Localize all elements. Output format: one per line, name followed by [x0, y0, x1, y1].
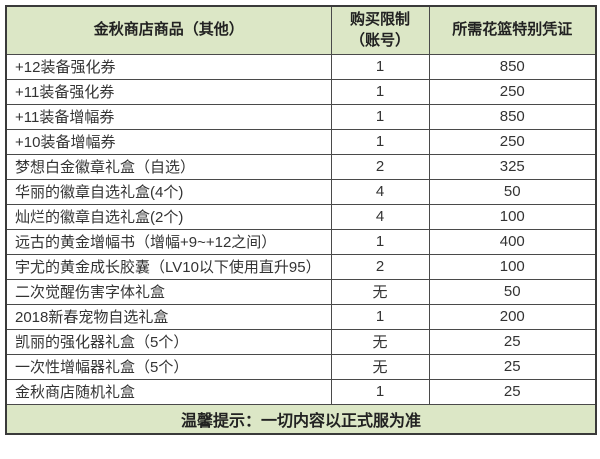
purchase-limit-cell: 1 [330, 303, 430, 330]
item-name-cell: 灿烂的徽章自选礼盒(2个) [5, 203, 332, 230]
table-body: +12装备强化券 1 850 +11装备强化券 1 250 +11装备增幅券 1… [5, 53, 597, 405]
cost-cell: 200 [428, 303, 597, 330]
item-name-cell: +11装备增幅券 [5, 103, 332, 130]
purchase-limit-cell: 4 [330, 203, 430, 230]
purchase-limit-cell: 1 [330, 128, 430, 155]
purchase-limit-cell: 无 [330, 328, 430, 355]
purchase-limit-cell: 2 [330, 253, 430, 280]
table-row: 远古的黄金增幅书（增幅+9~+12之间） 1 400 [5, 228, 597, 255]
item-name-cell: 远古的黄金增幅书（增幅+9~+12之间） [5, 228, 332, 255]
footer-note: 温馨提示：一切内容以正式服为准 [5, 403, 597, 435]
item-name-cell: 梦想白金徽章礼盒（自选） [5, 153, 332, 180]
autumn-shop-table: 金秋商店商品（其他） 购买限制 （账号） 所需花篮特别凭证 +12装备强化券 1… [5, 5, 597, 435]
purchase-limit-cell: 4 [330, 178, 430, 205]
table-row: +10装备增幅券 1 250 [5, 128, 597, 155]
table-row: +12装备强化券 1 850 [5, 53, 597, 80]
item-name-cell: +11装备强化券 [5, 78, 332, 105]
cost-cell: 50 [428, 278, 597, 305]
cost-cell: 50 [428, 178, 597, 205]
item-name-cell: 二次觉醒伤害字体礼盒 [5, 278, 332, 305]
cost-cell: 850 [428, 53, 597, 80]
purchase-limit-cell: 2 [330, 153, 430, 180]
cost-cell: 25 [428, 328, 597, 355]
column-header-purchase-limit: 购买限制 （账号） [330, 5, 430, 55]
cost-cell: 250 [428, 128, 597, 155]
item-name-cell: 宇尤的黄金成长胶囊（LV10以下使用直升95） [5, 253, 332, 280]
purchase-limit-cell: 1 [330, 378, 430, 405]
table-row: +11装备强化券 1 250 [5, 78, 597, 105]
table-row: +11装备增幅券 1 850 [5, 103, 597, 130]
item-name-cell: +10装备增幅券 [5, 128, 332, 155]
cost-cell: 100 [428, 253, 597, 280]
table-row: 一次性增幅器礼盒（5个） 无 25 [5, 353, 597, 380]
table-header-row: 金秋商店商品（其他） 购买限制 （账号） 所需花篮特别凭证 [5, 5, 597, 55]
cost-cell: 250 [428, 78, 597, 105]
table-row: 2018新春宠物自选礼盒 1 200 [5, 303, 597, 330]
item-name-cell: +12装备强化券 [5, 53, 332, 80]
cost-cell: 850 [428, 103, 597, 130]
item-name-cell: 华丽的徽章自选礼盒(4个) [5, 178, 332, 205]
column-header-cost: 所需花篮特别凭证 [428, 5, 597, 55]
table-row: 灿烂的徽章自选礼盒(2个) 4 100 [5, 203, 597, 230]
table-row: 凯丽的强化器礼盒（5个） 无 25 [5, 328, 597, 355]
table-footer-row: 温馨提示：一切内容以正式服为准 [5, 403, 597, 435]
purchase-limit-cell: 1 [330, 103, 430, 130]
purchase-limit-cell: 1 [330, 78, 430, 105]
cost-cell: 400 [428, 228, 597, 255]
cost-cell: 25 [428, 353, 597, 380]
column-header-item: 金秋商店商品（其他） [5, 5, 332, 55]
cost-cell: 325 [428, 153, 597, 180]
purchase-limit-cell: 无 [330, 278, 430, 305]
item-name-cell: 2018新春宠物自选礼盒 [5, 303, 332, 330]
table-row: 华丽的徽章自选礼盒(4个) 4 50 [5, 178, 597, 205]
item-name-cell: 一次性增幅器礼盒（5个） [5, 353, 332, 380]
table-row: 梦想白金徽章礼盒（自选） 2 325 [5, 153, 597, 180]
item-name-cell: 金秋商店随机礼盒 [5, 378, 332, 405]
table-row: 金秋商店随机礼盒 1 25 [5, 378, 597, 405]
cost-cell: 25 [428, 378, 597, 405]
purchase-limit-cell: 无 [330, 353, 430, 380]
purchase-limit-cell: 1 [330, 53, 430, 80]
purchase-limit-cell: 1 [330, 228, 430, 255]
cost-cell: 100 [428, 203, 597, 230]
item-name-cell: 凯丽的强化器礼盒（5个） [5, 328, 332, 355]
table-row: 宇尤的黄金成长胶囊（LV10以下使用直升95） 2 100 [5, 253, 597, 280]
table-row: 二次觉醒伤害字体礼盒 无 50 [5, 278, 597, 305]
